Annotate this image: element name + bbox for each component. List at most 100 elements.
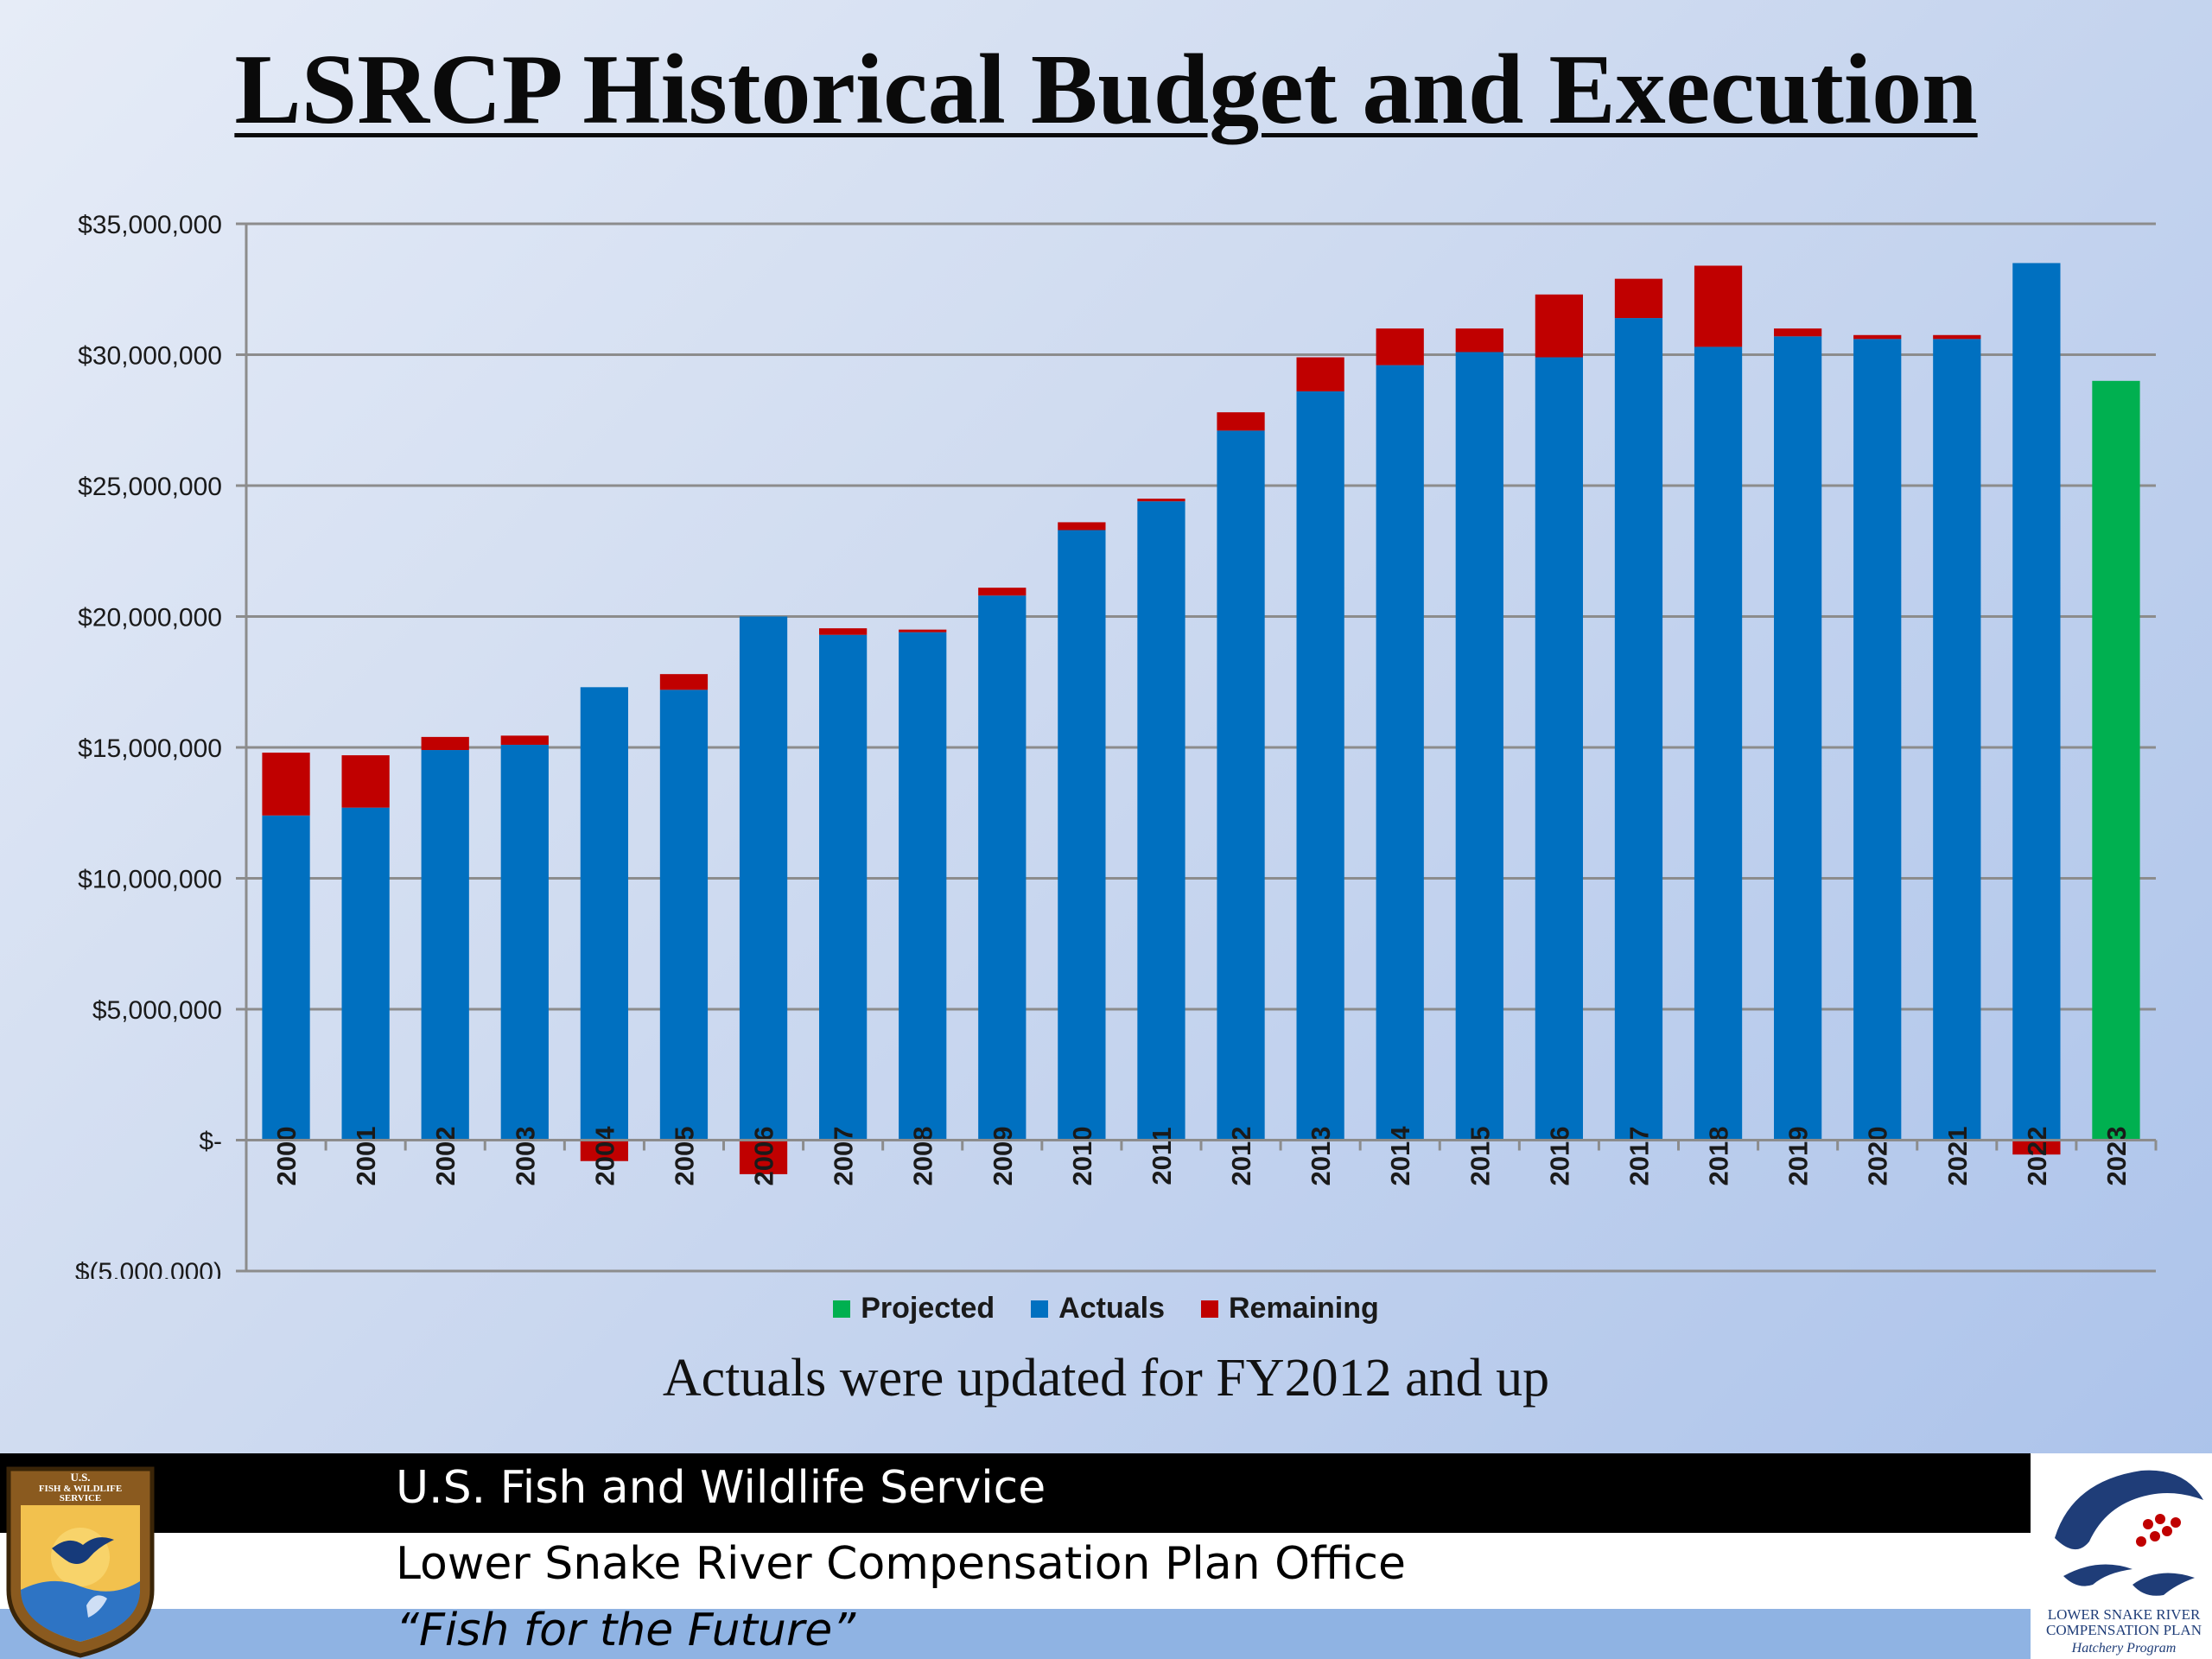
seal-text-line2: FISH & WILDLIFE (39, 1484, 122, 1494)
x-tick-label: 2022 (2022, 1127, 2052, 1186)
bar-actuals-2018 (1694, 346, 1743, 1141)
x-tick-label: 2021 (1942, 1127, 1973, 1186)
bar-remaining-2009 (978, 588, 1027, 596)
chart-legend: Projected Actuals Remaining (0, 1292, 2212, 1325)
bar-remaining-2016 (1535, 294, 1583, 358)
bar-actuals-2002 (421, 750, 469, 1141)
bar-remaining-2004 (580, 1140, 628, 1161)
bar-remaining-2014 (1376, 328, 1424, 365)
bar-actuals-2004 (580, 687, 628, 1141)
y-tick-label: $20,000,000 (78, 604, 222, 632)
bar-actuals-2020 (1853, 339, 1902, 1141)
bar-remaining-2015 (1455, 328, 1503, 353)
logo-text-line1: LOWER SNAKE RIVER (2048, 1606, 2201, 1623)
x-tick-label: 2003 (510, 1127, 540, 1186)
bar-remaining-2011 (1137, 499, 1185, 502)
bar-remaining-2010 (1058, 522, 1106, 531)
bar-actuals-2009 (978, 595, 1027, 1141)
bar-remaining-2013 (1296, 357, 1344, 391)
bar-remaining-2008 (899, 629, 947, 632)
bar-actuals-2019 (1774, 336, 1822, 1141)
x-tick-label: 2016 (1544, 1127, 1574, 1186)
footer-motto: “Fish for the Future” (396, 1605, 856, 1656)
bar-remaining-2001 (341, 755, 390, 808)
logo-text-line3: Hatchery Program (2071, 1641, 2177, 1656)
x-tick-label: 2011 (1147, 1127, 1177, 1185)
y-tick-label: $25,000,000 (78, 473, 222, 501)
x-tick-label: 2004 (589, 1126, 620, 1186)
x-tick-label: 2002 (430, 1127, 461, 1186)
legend-item-actuals: Actuals (1031, 1292, 1165, 1325)
bar-actuals-2007 (819, 634, 868, 1141)
bar-remaining-2018 (1694, 265, 1743, 347)
bar-remaining-2006 (739, 1140, 788, 1174)
x-tick-label: 2015 (1465, 1127, 1495, 1186)
x-tick-label: 2005 (669, 1127, 699, 1186)
y-tick-label: $10,000,000 (78, 866, 222, 894)
seal-text-line3: SERVICE (60, 1493, 102, 1503)
bar-actuals-2011 (1137, 501, 1185, 1141)
bar-remaining-2003 (500, 735, 549, 745)
bar-actuals-2005 (659, 690, 709, 1141)
x-axis-ticks: 2000 2001 2002 2003 2004 2005 2006 2007 2008 2009… (246, 1126, 2158, 1186)
bar-actuals-2006 (739, 616, 788, 1141)
x-tick-label: 2023 (2101, 1127, 2132, 1186)
lsrcp-logo: LOWER SNAKE RIVER COMPENSATION PLAN Hatc… (2046, 1470, 2203, 1656)
x-tick-label: 2012 (1226, 1127, 1256, 1186)
x-tick-label: 2009 (988, 1127, 1018, 1186)
bar-actuals-2012 (1217, 430, 1265, 1141)
bar-remaining-2000 (262, 753, 310, 816)
bar-actuals-2003 (500, 744, 549, 1141)
bar-actuals-2016 (1535, 357, 1583, 1141)
legend-item-projected: Projected (833, 1292, 995, 1325)
y-tick-label: $15,000,000 (78, 734, 222, 763)
x-tick-label: 2006 (749, 1127, 779, 1186)
bar-remaining-2002 (421, 736, 469, 751)
bar-actuals-2008 (899, 632, 947, 1141)
bar-remaining-2020 (1853, 334, 1902, 340)
footer-band-black (0, 1453, 2031, 1533)
footer-office: Lower Snake River Compensation Plan Offi… (396, 1538, 1406, 1590)
bar-remaining-2022 (2012, 1140, 2061, 1155)
bar-remaining-2007 (819, 628, 868, 635)
legend-label-projected: Projected (861, 1292, 995, 1325)
bar-actuals-2001 (341, 807, 390, 1141)
x-tick-label: 2008 (908, 1127, 938, 1186)
x-tick-label: 2001 (351, 1127, 381, 1186)
bar-actuals-2021 (1933, 339, 1981, 1141)
x-tick-label: 2019 (1783, 1127, 1814, 1186)
usfws-seal-logo: U.S. FISH & WILDLIFE SERVICE (6, 1466, 155, 1658)
bar-actuals-2015 (1455, 352, 1503, 1141)
bar-actuals-2000 (262, 815, 310, 1141)
bar-actuals-2022 (2012, 263, 2061, 1141)
bars (262, 263, 2140, 1174)
budget-chart: $(5,000,000) $- $5,000,000 $10,000,000 $15,0… (75, 211, 2158, 1279)
legend-label-actuals: Actuals (1058, 1292, 1165, 1325)
slide-title: LSRCP Historical Budget and Execution (234, 35, 1978, 145)
bar-projected-2023 (2092, 380, 2140, 1141)
bar-actuals-2017 (1614, 318, 1663, 1141)
chart-note: Actuals were updated for FY2012 and up (662, 1349, 1550, 1408)
footer-banner: U.S. Fish and Wildlife Service Lower Sna… (0, 1453, 2212, 1659)
x-tick-label: 2007 (829, 1127, 859, 1186)
bar-actuals-2013 (1296, 391, 1344, 1141)
x-tick-label: 2000 (271, 1127, 302, 1186)
bar-remaining-2021 (1933, 334, 1981, 340)
bar-remaining-2012 (1217, 412, 1265, 431)
bar-remaining-2019 (1774, 328, 1822, 337)
y-tick-label: $35,000,000 (78, 211, 222, 239)
bar-remaining-2017 (1614, 278, 1663, 319)
x-tick-label: 2018 (1704, 1127, 1734, 1186)
y-axis-ticks: $(5,000,000) $- $5,000,000 $10,000,000 $15,0… (75, 211, 222, 1279)
seal-text-line1: U.S. (70, 1471, 90, 1484)
x-tick-label: 2020 (1863, 1127, 1893, 1186)
legend-item-remaining: Remaining (1200, 1292, 1379, 1325)
bar-actuals-2010 (1058, 530, 1106, 1141)
footer-band-white (0, 1533, 2031, 1609)
footer-band-blue (0, 1609, 2031, 1659)
y-tick-label: $(5,000,000) (75, 1258, 222, 1279)
y-tick-label: $5,000,000 (92, 996, 222, 1025)
legend-swatch-projected (833, 1300, 851, 1318)
footer-agency: U.S. Fish and Wildlife Service (396, 1462, 1046, 1514)
x-tick-label: 2010 (1067, 1127, 1097, 1186)
